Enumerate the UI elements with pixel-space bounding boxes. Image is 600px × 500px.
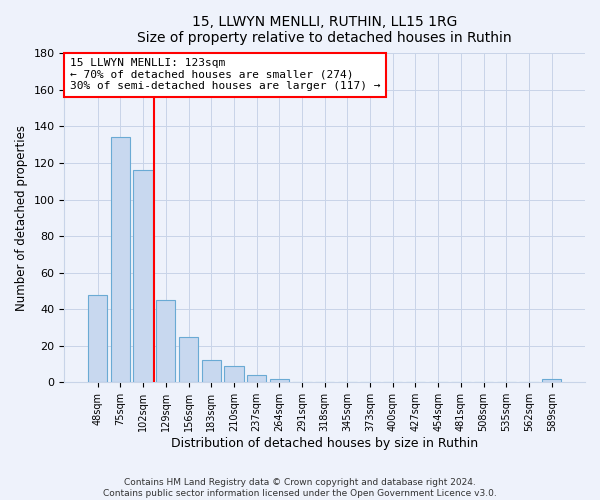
Text: Contains HM Land Registry data © Crown copyright and database right 2024.
Contai: Contains HM Land Registry data © Crown c… xyxy=(103,478,497,498)
Title: 15, LLWYN MENLLI, RUTHIN, LL15 1RG
Size of property relative to detached houses : 15, LLWYN MENLLI, RUTHIN, LL15 1RG Size … xyxy=(137,15,512,45)
Bar xyxy=(269,378,289,382)
Y-axis label: Number of detached properties: Number of detached properties xyxy=(15,125,28,311)
Bar xyxy=(133,170,153,382)
Bar xyxy=(179,336,198,382)
Bar xyxy=(224,366,244,382)
Bar xyxy=(111,138,130,382)
Bar xyxy=(202,360,221,382)
Bar xyxy=(88,294,107,382)
Text: 15 LLWYN MENLLI: 123sqm
← 70% of detached houses are smaller (274)
30% of semi-d: 15 LLWYN MENLLI: 123sqm ← 70% of detache… xyxy=(70,58,380,92)
X-axis label: Distribution of detached houses by size in Ruthin: Distribution of detached houses by size … xyxy=(171,437,478,450)
Bar xyxy=(542,378,562,382)
Bar xyxy=(156,300,175,382)
Bar xyxy=(247,375,266,382)
